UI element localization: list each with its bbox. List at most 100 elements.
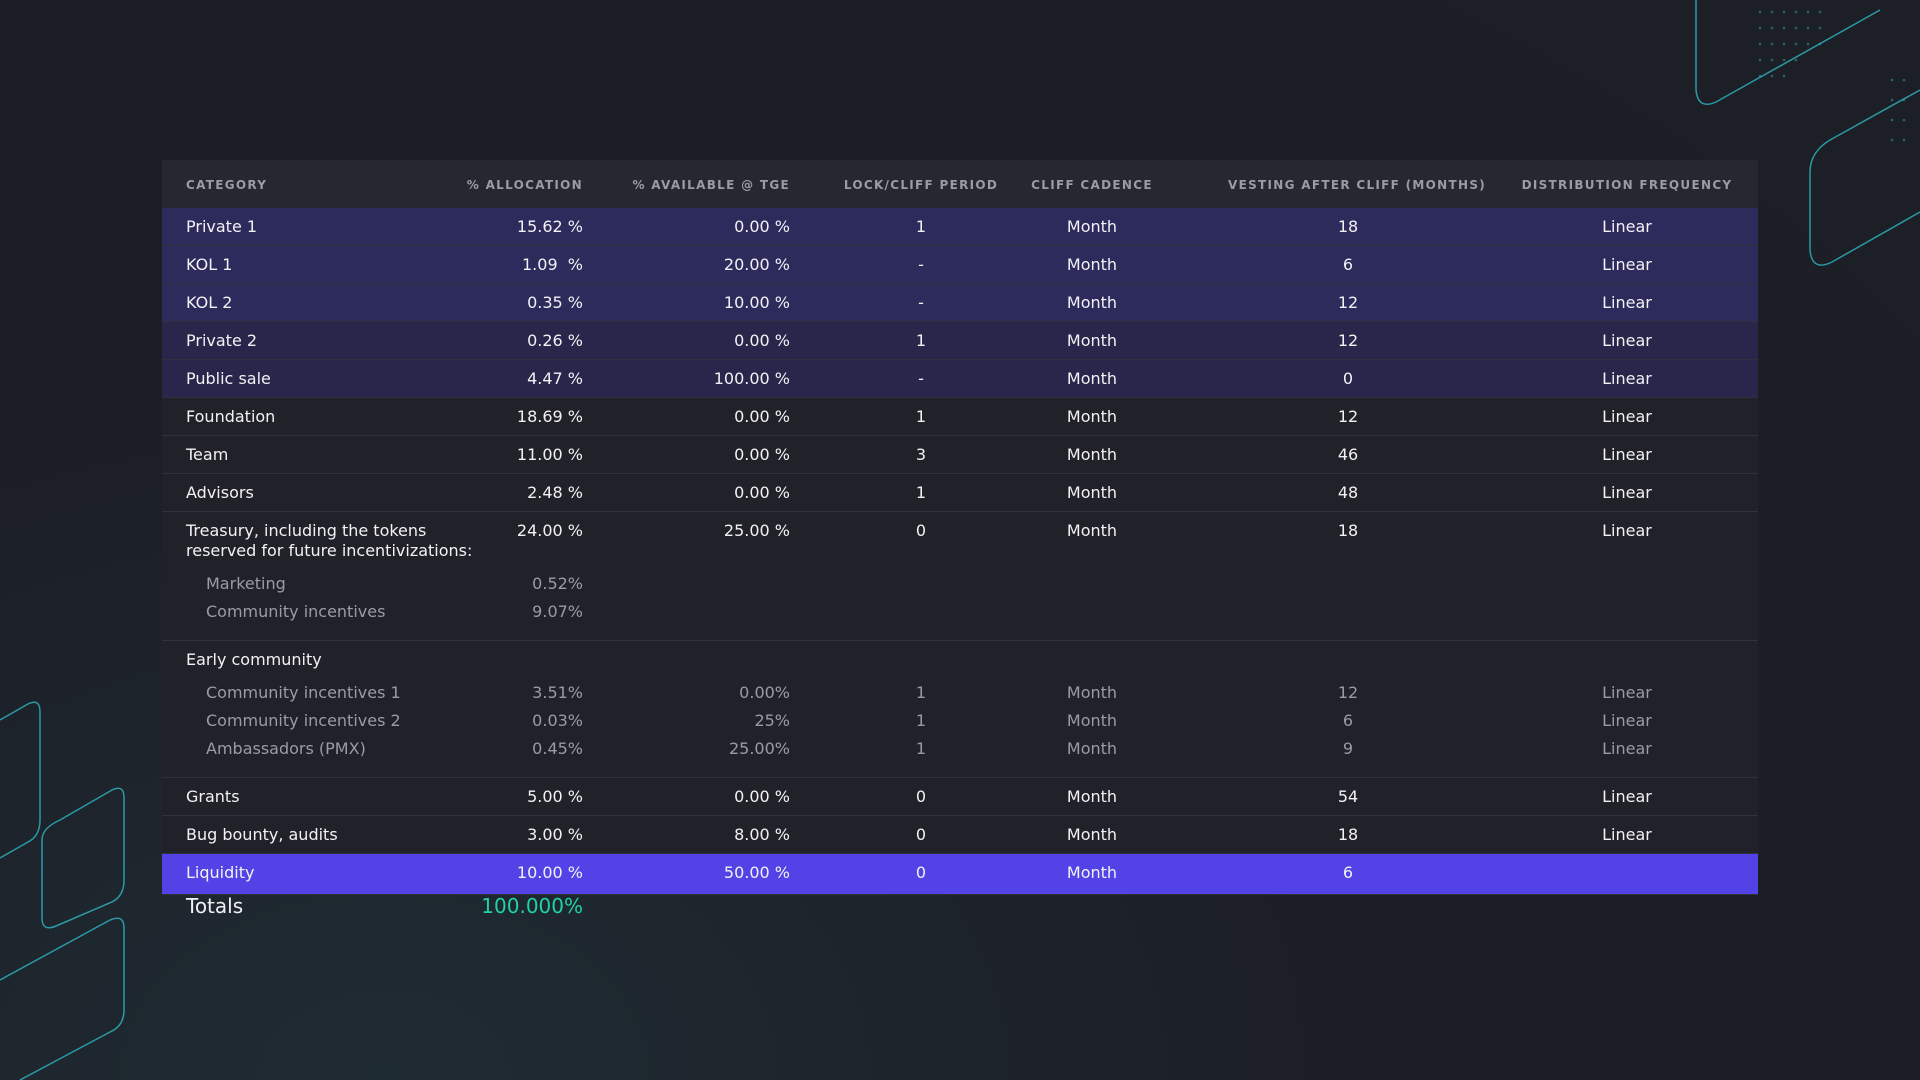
column-header: % ALLOCATION bbox=[466, 178, 583, 192]
sub-cell: Month bbox=[1066, 711, 1118, 730]
table-cell: KOL 1 bbox=[186, 255, 233, 274]
sub-cell: 0.45% bbox=[532, 739, 583, 758]
table-cell: 20.00 % bbox=[723, 255, 790, 274]
table-cell: 3.00 % bbox=[527, 825, 583, 844]
table-cell: 18 bbox=[1337, 825, 1359, 844]
table-cell: 0.00 % bbox=[734, 483, 790, 502]
sub-cell: Community incentives bbox=[206, 602, 386, 621]
allocation-table: CATEGORY % ALLOCATION % AVAILABLE @ TGE LOC… bbox=[162, 160, 1758, 895]
table-cell: 0 bbox=[915, 787, 927, 806]
sub-cell: 25% bbox=[754, 711, 790, 730]
table-cell: 11.00 % bbox=[516, 445, 583, 464]
table-cell: 0.00 % bbox=[734, 331, 790, 350]
table-row: Public sale 4.47 % 100.00 % - Month 0 Linear bbox=[162, 360, 1758, 398]
table-cell: - bbox=[918, 255, 924, 274]
table-cell: 1 bbox=[915, 217, 927, 236]
sub-cell: 6 bbox=[1342, 711, 1354, 730]
table-cell: Linear bbox=[1602, 407, 1652, 426]
table-cell: Foundation bbox=[186, 407, 276, 426]
table-cell: Private 1 bbox=[186, 217, 258, 236]
sub-cell: Community incentives 1 bbox=[206, 683, 401, 702]
table-cell: 1 bbox=[915, 407, 927, 426]
sub-cell: Marketing bbox=[206, 574, 286, 593]
table-row: Bug bounty, audits 3.00 % 8.00 % 0 Month 18 Li… bbox=[162, 816, 1758, 854]
table-cell: Bug bounty, audits bbox=[186, 825, 338, 844]
table-cell: 54 bbox=[1337, 787, 1359, 806]
table-cell: 0.00 % bbox=[734, 445, 790, 464]
table-cell: Month bbox=[1066, 825, 1118, 844]
table-cell: Linear bbox=[1602, 331, 1652, 350]
table-row: Grants 5.00 % 0.00 % 0 Month 54 Linear bbox=[162, 778, 1758, 816]
table-cell: 0 bbox=[915, 825, 927, 844]
table-cell: 5.00 % bbox=[527, 787, 583, 806]
table-row: Early community Community incentives 1 3.5… bbox=[162, 641, 1758, 778]
sub-cell: 0.00% bbox=[739, 683, 790, 702]
table-row: KOL 2 0.35 % 10.00 % - Month 12 Linear bbox=[162, 284, 1758, 322]
column-header: % AVAILABLE @ TGE bbox=[632, 178, 790, 192]
table-cell: 4.47 % bbox=[527, 369, 583, 388]
sub-cell: 25.00% bbox=[728, 739, 790, 758]
sub-cell: 1 bbox=[915, 739, 927, 758]
table-cell: 0.35 % bbox=[527, 293, 583, 312]
table-cell: Linear bbox=[1602, 825, 1652, 844]
totals-value: 100.000% bbox=[481, 894, 583, 918]
table-cell: Linear bbox=[1602, 787, 1652, 806]
table-cell: 0.00 % bbox=[734, 407, 790, 426]
table-row: Liquidity 10.00 % 50.00 % 0 Month 6 bbox=[162, 854, 1758, 895]
table-cell: 18.69 % bbox=[516, 407, 583, 426]
table-cell: Month bbox=[1066, 521, 1118, 540]
table-cell: 48 bbox=[1337, 483, 1359, 502]
table-row: Advisors 2.48 % 0.00 % 1 Month 48 Linear bbox=[162, 474, 1758, 512]
table-row: Private 2 0.26 % 0.00 % 1 Month 12 Linear bbox=[162, 322, 1758, 360]
table-cell: Month bbox=[1066, 255, 1118, 274]
table-cell: 18 bbox=[1337, 521, 1359, 540]
table-cell: 1.09 % bbox=[522, 255, 583, 274]
table-cell: Advisors bbox=[186, 483, 254, 502]
sub-cell: 1 bbox=[915, 683, 927, 702]
table-cell: Linear bbox=[1602, 483, 1652, 502]
table-cell: 46 bbox=[1337, 445, 1359, 464]
table-cell: 15.62 % bbox=[516, 217, 583, 236]
table-cell: 25.00 % bbox=[723, 521, 790, 540]
table-cell: Linear bbox=[1602, 445, 1652, 464]
table-cell: 0.00 % bbox=[734, 217, 790, 236]
table-cell: Month bbox=[1066, 863, 1118, 882]
table-row: KOL 1 1.09 % 20.00 % - Month 6 Linear bbox=[162, 246, 1758, 284]
table-cell: 0 bbox=[915, 521, 927, 540]
table-cell: 24.00 % bbox=[516, 521, 583, 540]
sub-cell: 9.07% bbox=[532, 602, 583, 621]
table-cell: 12 bbox=[1337, 331, 1359, 350]
sub-cell: 0.52% bbox=[532, 574, 583, 593]
sub-cell: Community incentives 2 bbox=[206, 711, 401, 730]
table-cell: Month bbox=[1066, 787, 1118, 806]
sub-cell: Linear bbox=[1602, 683, 1652, 702]
table-cell: KOL 2 bbox=[186, 293, 233, 312]
table-cell: Month bbox=[1066, 483, 1118, 502]
column-header: VESTING AFTER CLIFF (MONTHS) bbox=[1228, 178, 1487, 192]
column-header: CLIFF CADENCE bbox=[1031, 178, 1153, 192]
table-cell: 0.00 % bbox=[734, 787, 790, 806]
table-cell: 3 bbox=[915, 445, 927, 464]
table-cell: 0.26 % bbox=[527, 331, 583, 350]
table-cell: 12 bbox=[1337, 407, 1359, 426]
table-cell: Month bbox=[1066, 445, 1118, 464]
table-row: Treasury, including the tokens reserved … bbox=[162, 512, 1758, 641]
table-cell: 6 bbox=[1342, 255, 1354, 274]
table-cell: Linear bbox=[1602, 217, 1652, 236]
table-cell: Month bbox=[1066, 407, 1118, 426]
totals-row: Totals 100.000% bbox=[162, 896, 1758, 926]
table-cell: Early community bbox=[186, 650, 322, 669]
table-cell: 0 bbox=[915, 863, 927, 882]
sub-cell: Linear bbox=[1602, 739, 1652, 758]
sub-cell: 3.51% bbox=[532, 683, 583, 702]
table-cell: 100.00 % bbox=[713, 369, 790, 388]
table-cell: Linear bbox=[1602, 521, 1652, 540]
totals-label: Totals bbox=[186, 894, 244, 918]
sub-cell: 1 bbox=[915, 711, 927, 730]
column-header: CATEGORY bbox=[186, 178, 268, 192]
table-cell: 10.00 % bbox=[516, 863, 583, 882]
table-cell: 50.00 % bbox=[723, 863, 790, 882]
table-cell: Treasury, including the tokens reserved … bbox=[186, 521, 473, 560]
